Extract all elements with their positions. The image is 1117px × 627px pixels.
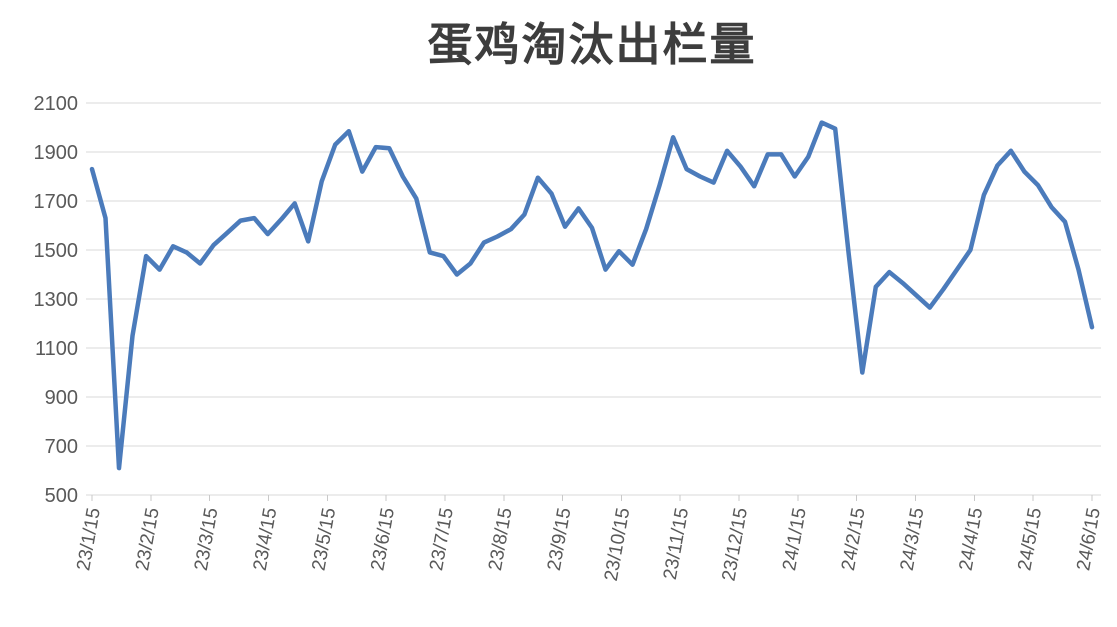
- x-axis-tick-label: 23/11/15: [660, 506, 693, 581]
- x-axis-tick-label: 24/3/15: [897, 506, 929, 572]
- x-axis-tick-label: 23/4/15: [250, 506, 282, 572]
- x-axis-tick-label: 23/12/15: [718, 506, 752, 582]
- y-axis-tick-label: 2100: [34, 93, 79, 115]
- series-line-cull-volume: [89, 120, 1095, 471]
- x-axis-tick-label: 23/7/15: [426, 506, 458, 572]
- x-axis-tick-label: 23/1/15: [73, 506, 105, 572]
- x-axis-tick-label: 23/5/15: [309, 506, 341, 572]
- y-axis-tick-label: 1700: [34, 191, 79, 213]
- y-axis-tick-label: 700: [45, 436, 78, 458]
- gridlines: [86, 102, 1101, 496]
- x-axis-tick-label: 23/2/15: [132, 506, 164, 572]
- y-axis-labels: 500 700 900 1100 1300 1500 1700 1900 2100: [34, 93, 79, 507]
- x-axis-tick-label: 23/8/15: [485, 506, 517, 572]
- x-axis-tick-label: 24/2/15: [838, 506, 870, 572]
- y-axis-tick-label: 1900: [34, 142, 79, 164]
- x-axis-tick-label: 24/4/15: [956, 506, 988, 572]
- y-axis-tick-label: 500: [45, 485, 78, 507]
- x-axis-tick-label: 24/5/15: [1014, 506, 1046, 572]
- x-axis-labels: 23/1/15 23/2/15 23/3/15 23/4/15 23/5/15 23/6/…: [73, 506, 1105, 582]
- y-axis-tick-label: 900: [45, 387, 78, 409]
- chart-title: 蛋鸡淘汰出栏量: [427, 18, 757, 71]
- x-axis-tick-label: 24/6/15: [1073, 506, 1105, 572]
- x-axis-ticks: [91, 495, 1093, 501]
- x-axis-tick-label: 23/6/15: [367, 506, 399, 572]
- x-axis-tick-label: 23/9/15: [544, 506, 576, 572]
- x-axis-tick-label: 23/10/15: [601, 506, 635, 582]
- y-axis-tick-label: 1100: [35, 338, 78, 360]
- y-axis-tick-label: 1500: [34, 240, 79, 262]
- x-axis-tick-label: 23/3/15: [191, 506, 223, 572]
- y-axis-tick-label: 1300: [34, 289, 79, 311]
- x-axis-tick-label: 24/1/15: [779, 506, 811, 572]
